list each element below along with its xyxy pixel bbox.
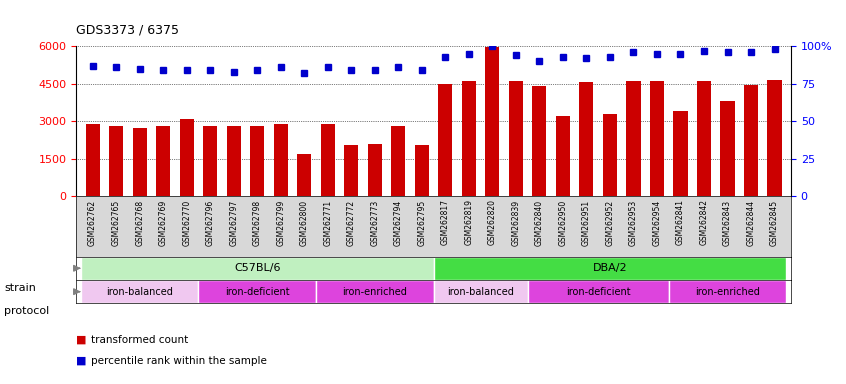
- Bar: [626, 81, 640, 197]
- Bar: [321, 124, 335, 197]
- Text: GSM262771: GSM262771: [323, 199, 332, 246]
- Text: iron-deficient: iron-deficient: [566, 287, 630, 297]
- Bar: [603, 114, 617, 197]
- Text: GSM262765: GSM262765: [112, 199, 121, 246]
- Text: protocol: protocol: [4, 306, 49, 316]
- Text: GSM262841: GSM262841: [676, 199, 685, 245]
- Bar: [81, 257, 433, 280]
- Bar: [433, 257, 786, 280]
- Bar: [433, 280, 528, 303]
- Bar: [81, 280, 199, 303]
- Bar: [532, 86, 547, 197]
- Text: GSM262819: GSM262819: [464, 199, 474, 245]
- Bar: [767, 80, 782, 197]
- Text: iron-balanced: iron-balanced: [448, 287, 514, 297]
- Bar: [227, 126, 241, 197]
- Text: iron-balanced: iron-balanced: [107, 287, 173, 297]
- Bar: [297, 154, 311, 197]
- Bar: [85, 124, 100, 197]
- Text: GSM262797: GSM262797: [229, 199, 239, 246]
- Text: GSM262951: GSM262951: [582, 199, 591, 246]
- Text: GSM262842: GSM262842: [700, 199, 708, 245]
- Text: GSM262952: GSM262952: [606, 199, 614, 246]
- Text: GSM262770: GSM262770: [182, 199, 191, 246]
- Text: GSM262796: GSM262796: [206, 199, 215, 246]
- Text: GSM262794: GSM262794: [393, 199, 403, 246]
- Text: GSM262950: GSM262950: [558, 199, 568, 246]
- Text: GSM262800: GSM262800: [299, 199, 309, 246]
- Text: transformed count: transformed count: [91, 335, 189, 345]
- Bar: [556, 116, 570, 197]
- Bar: [508, 81, 523, 197]
- Text: ■: ■: [76, 356, 86, 366]
- Bar: [650, 81, 664, 197]
- Text: GSM262768: GSM262768: [135, 199, 144, 246]
- Bar: [462, 81, 476, 197]
- Bar: [368, 144, 382, 197]
- Text: GSM262798: GSM262798: [253, 199, 261, 246]
- Text: GSM262772: GSM262772: [347, 199, 356, 246]
- Bar: [528, 280, 668, 303]
- Text: GSM262845: GSM262845: [770, 199, 779, 246]
- Bar: [109, 126, 124, 197]
- Bar: [721, 101, 734, 197]
- Bar: [157, 126, 170, 197]
- Bar: [697, 81, 711, 197]
- Bar: [668, 280, 786, 303]
- Text: ■: ■: [76, 335, 86, 345]
- Bar: [580, 83, 594, 197]
- Text: iron-enriched: iron-enriched: [695, 287, 760, 297]
- Text: GSM262817: GSM262817: [441, 199, 450, 245]
- Bar: [415, 145, 429, 197]
- Text: GSM262840: GSM262840: [535, 199, 544, 246]
- Text: GSM262769: GSM262769: [159, 199, 168, 246]
- Text: GSM262762: GSM262762: [88, 199, 97, 246]
- Bar: [486, 47, 499, 197]
- Text: percentile rank within the sample: percentile rank within the sample: [91, 356, 267, 366]
- Bar: [316, 280, 433, 303]
- Text: strain: strain: [4, 283, 36, 293]
- Text: GSM262820: GSM262820: [488, 199, 497, 245]
- Text: GDS3373 / 6375: GDS3373 / 6375: [76, 23, 179, 36]
- Bar: [744, 85, 758, 197]
- Bar: [133, 127, 146, 197]
- Text: GSM262839: GSM262839: [511, 199, 520, 246]
- Bar: [391, 126, 405, 197]
- Text: GSM262954: GSM262954: [652, 199, 662, 246]
- Bar: [673, 111, 688, 197]
- Text: GSM262795: GSM262795: [417, 199, 426, 246]
- Text: GSM262844: GSM262844: [746, 199, 755, 246]
- Bar: [179, 119, 194, 197]
- Text: C57BL/6: C57BL/6: [234, 263, 281, 273]
- Text: GSM262843: GSM262843: [723, 199, 732, 246]
- Text: GSM262953: GSM262953: [629, 199, 638, 246]
- Bar: [344, 145, 359, 197]
- Text: DBA/2: DBA/2: [593, 263, 627, 273]
- Bar: [273, 124, 288, 197]
- Bar: [203, 126, 217, 197]
- Text: iron-enriched: iron-enriched: [343, 287, 407, 297]
- Bar: [250, 126, 264, 197]
- Bar: [438, 84, 453, 197]
- Bar: [199, 280, 316, 303]
- Text: GSM262773: GSM262773: [371, 199, 379, 246]
- Text: GSM262799: GSM262799: [277, 199, 285, 246]
- Text: iron-deficient: iron-deficient: [225, 287, 289, 297]
